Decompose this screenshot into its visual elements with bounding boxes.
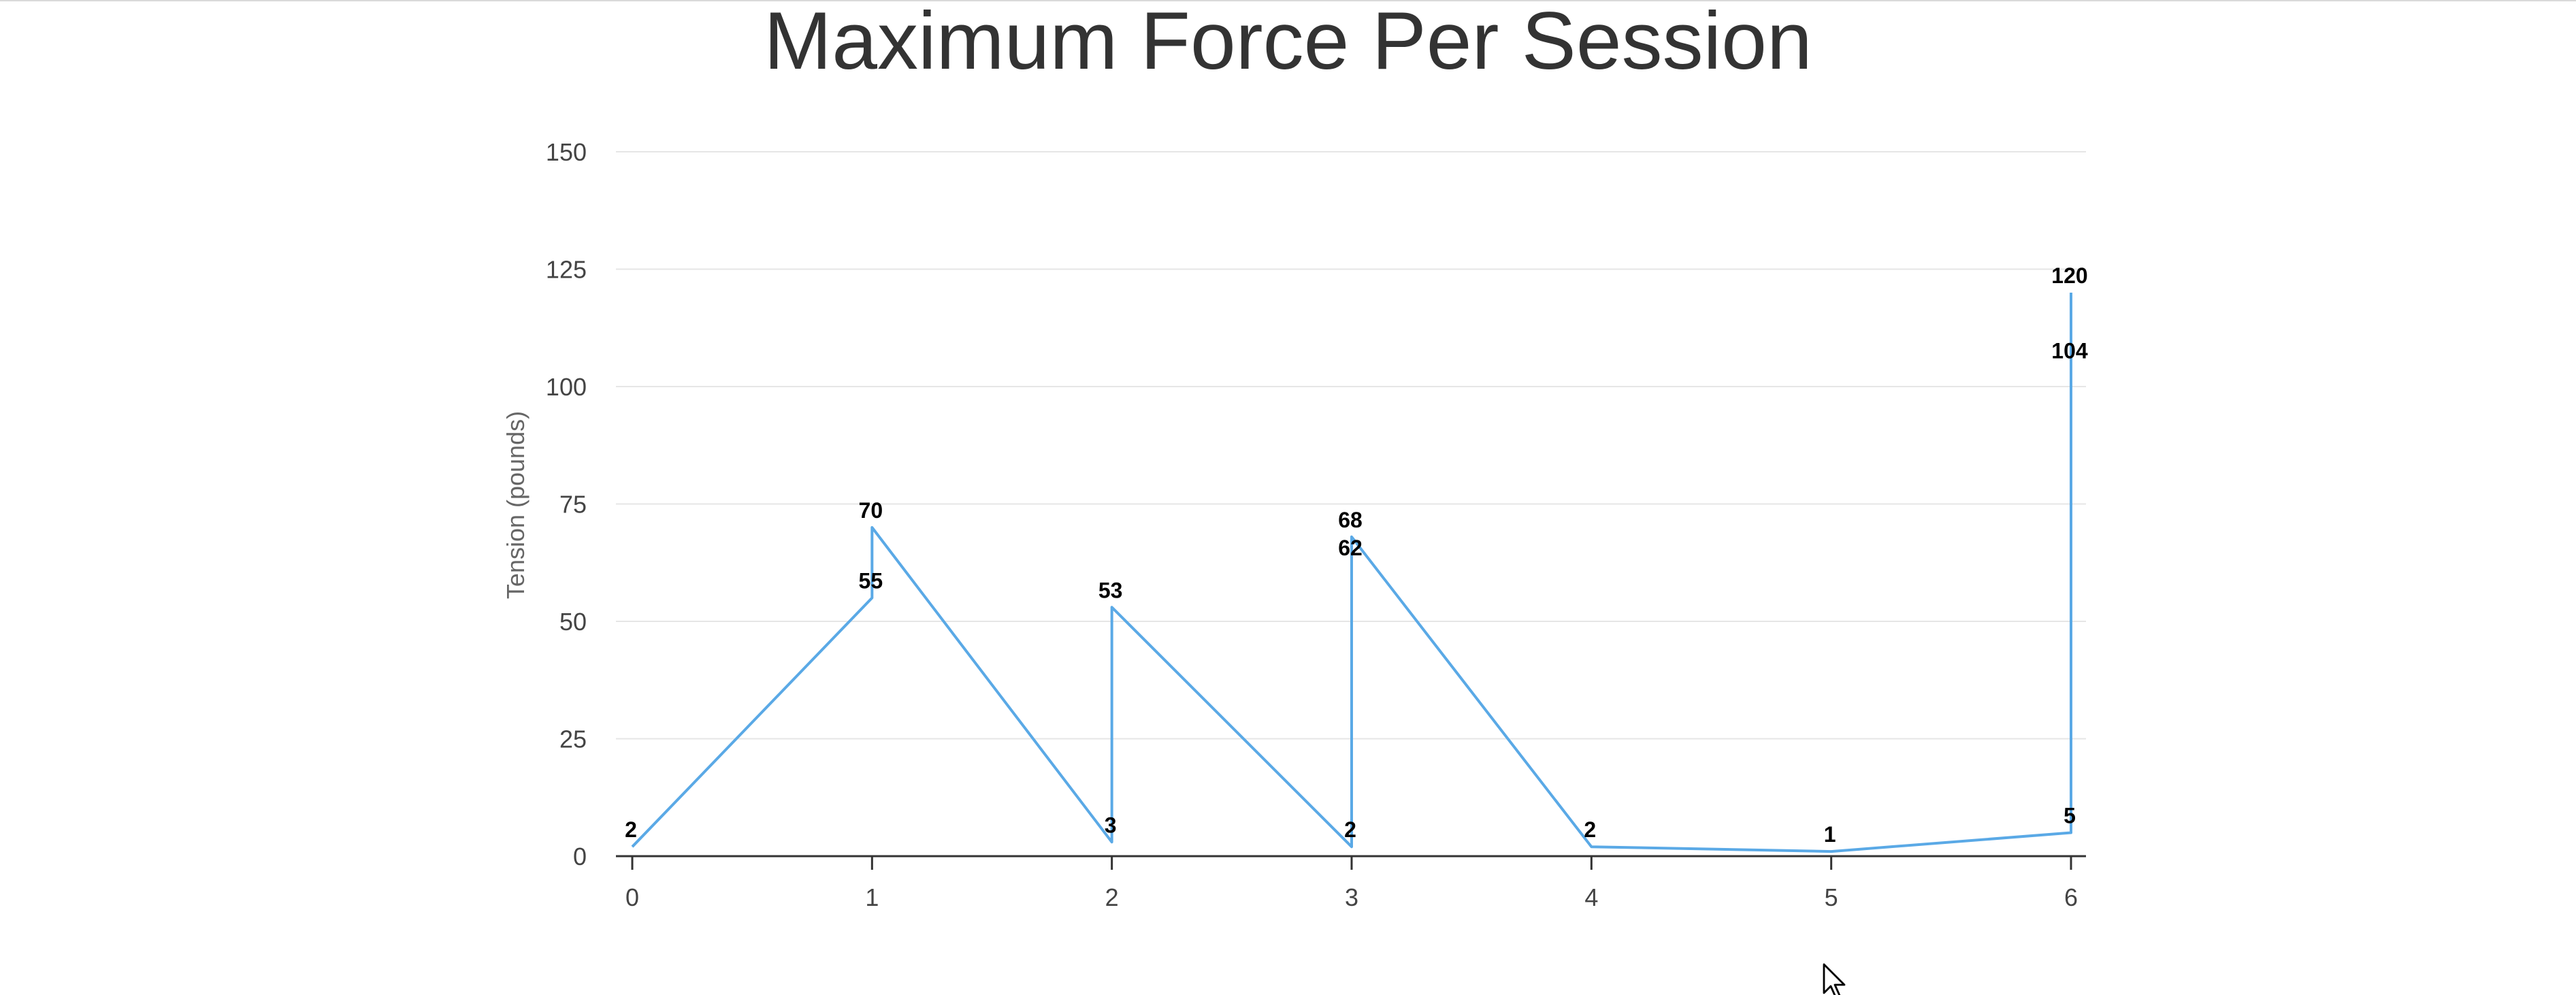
data-label: 70: [859, 498, 883, 523]
x-tick-label: 3: [1345, 883, 1358, 911]
data-label: 68: [1338, 508, 1363, 532]
data-label: 1: [1824, 822, 1836, 847]
x-tick-label: 1: [865, 883, 879, 911]
data-label: 5: [2064, 804, 2076, 828]
y-tick-label: 125: [546, 256, 587, 284]
data-label-layer: 2 55 70 3 53 2 62 68 2 1 5 104 120: [625, 263, 2088, 847]
y-tick-label: 50: [559, 608, 587, 636]
series-layer: [631, 293, 2072, 853]
y-axis-title: Tension (pounds): [502, 411, 529, 599]
data-label: 2: [625, 817, 637, 842]
chart-title: Maximum Force Per Session: [764, 0, 1812, 86]
data-label: 2: [1344, 817, 1356, 842]
data-label: 120: [2051, 263, 2087, 288]
series-line: [631, 293, 2072, 853]
y-tick-label: 75: [559, 491, 587, 519]
x-tick-label: 6: [2064, 883, 2078, 911]
data-label: 62: [1338, 536, 1363, 560]
data-label: 53: [1098, 578, 1123, 602]
data-label: 3: [1105, 813, 1117, 837]
x-tick-label: 0: [625, 883, 639, 911]
x-tick-label: 5: [1825, 883, 1838, 911]
data-label: 2: [1584, 817, 1596, 842]
y-tick-label: 150: [546, 138, 587, 166]
mouse-pointer-icon: [1823, 963, 1846, 995]
y-tick-label: 0: [573, 843, 587, 870]
data-label: 55: [859, 569, 883, 593]
data-label: 104: [2051, 338, 2088, 363]
y-tick-label: 100: [546, 373, 587, 401]
x-tick-label: 4: [1584, 883, 1598, 911]
x-tick-label: 2: [1105, 883, 1119, 911]
y-tick-label: 25: [559, 725, 587, 753]
